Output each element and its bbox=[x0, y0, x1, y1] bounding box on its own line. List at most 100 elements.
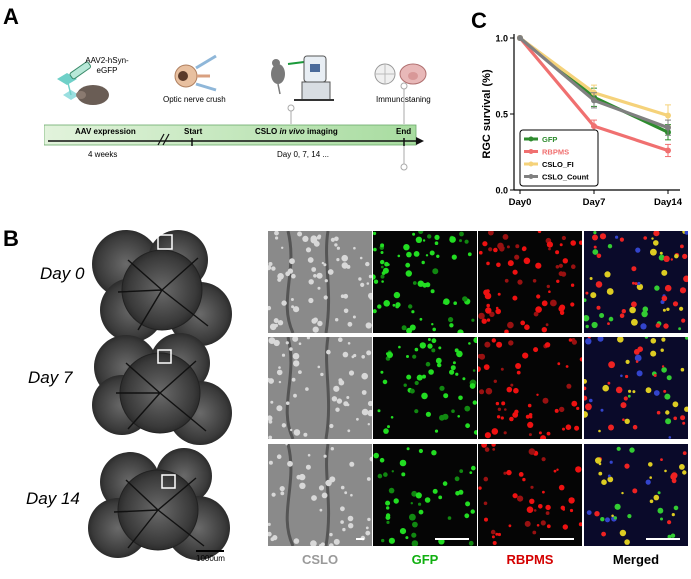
cell bbox=[346, 396, 350, 399]
cell bbox=[634, 282, 638, 286]
cell bbox=[447, 516, 452, 520]
cell bbox=[439, 385, 445, 391]
cell bbox=[684, 406, 688, 412]
cell bbox=[595, 457, 602, 464]
cell bbox=[334, 236, 339, 242]
cell bbox=[540, 520, 546, 526]
cell bbox=[545, 323, 549, 327]
cell bbox=[385, 500, 391, 506]
cell bbox=[661, 337, 666, 342]
cell bbox=[584, 298, 587, 302]
survival-chart: 0.0 0.5 1.0 Day0 Day7 Day14 RGC survival (%) GF… bbox=[481, 34, 683, 209]
cell bbox=[324, 279, 328, 283]
cell bbox=[673, 505, 679, 511]
cell bbox=[293, 306, 300, 313]
cell bbox=[399, 528, 407, 535]
cell bbox=[348, 370, 355, 376]
cell bbox=[507, 321, 514, 329]
cell bbox=[621, 309, 626, 314]
cell bbox=[632, 424, 638, 430]
cell bbox=[627, 514, 632, 519]
y-tick-label: 0.5 bbox=[495, 110, 508, 120]
fundus-mosaic-day7 bbox=[92, 333, 232, 445]
cell bbox=[388, 487, 395, 494]
x-tick-label: Day7 bbox=[583, 197, 606, 208]
cell bbox=[486, 303, 490, 308]
cell bbox=[496, 415, 501, 419]
cell bbox=[585, 291, 589, 295]
cell bbox=[650, 248, 657, 256]
cell bbox=[457, 415, 460, 418]
cell bbox=[491, 338, 496, 343]
timeline-markers bbox=[287, 82, 408, 171]
cell bbox=[661, 365, 665, 368]
cell bbox=[455, 372, 459, 376]
cell bbox=[624, 539, 630, 545]
cell bbox=[289, 347, 293, 351]
cell bbox=[585, 324, 589, 329]
cell bbox=[495, 401, 500, 406]
cell bbox=[663, 255, 670, 262]
cell bbox=[425, 254, 429, 257]
data-point-RBPMS bbox=[665, 147, 671, 154]
cell bbox=[434, 234, 440, 240]
cell bbox=[607, 322, 610, 325]
cell bbox=[478, 354, 483, 359]
cell bbox=[481, 444, 487, 448]
cell bbox=[377, 304, 382, 309]
cell bbox=[335, 407, 340, 412]
cell bbox=[661, 295, 668, 302]
cell bbox=[310, 235, 318, 242]
cell bbox=[268, 522, 271, 526]
cell bbox=[684, 231, 688, 235]
cell bbox=[430, 289, 435, 294]
cell bbox=[380, 370, 384, 374]
cell bbox=[432, 488, 438, 494]
cell bbox=[401, 472, 406, 477]
cell bbox=[556, 279, 560, 283]
cell bbox=[323, 454, 327, 458]
cell bbox=[632, 281, 635, 285]
cell bbox=[272, 535, 278, 541]
cell bbox=[513, 387, 519, 394]
immunostaining-label: Immunostaning bbox=[376, 95, 431, 104]
cell bbox=[585, 338, 592, 345]
cell bbox=[508, 524, 512, 528]
cell bbox=[458, 395, 463, 401]
cell bbox=[665, 418, 672, 425]
cell bbox=[662, 308, 666, 312]
cell bbox=[535, 306, 542, 313]
cell bbox=[631, 266, 637, 272]
cell bbox=[657, 491, 661, 495]
cell bbox=[674, 254, 679, 259]
cell bbox=[600, 517, 605, 522]
data-point-CSLO_Count bbox=[591, 97, 597, 104]
cell bbox=[607, 244, 613, 249]
cell bbox=[523, 257, 531, 265]
cell bbox=[664, 393, 671, 400]
cell bbox=[299, 473, 306, 481]
cell bbox=[386, 520, 390, 524]
cell bbox=[296, 474, 301, 480]
cell bbox=[561, 271, 567, 277]
fundus-mosaic-day0 bbox=[92, 230, 232, 346]
cell bbox=[596, 305, 601, 310]
cell bbox=[542, 490, 545, 494]
cell bbox=[281, 353, 286, 357]
cell bbox=[562, 524, 568, 530]
tile-merged-row2 bbox=[584, 444, 688, 546]
cell bbox=[361, 355, 365, 359]
cell bbox=[535, 262, 542, 269]
cell bbox=[500, 416, 504, 420]
cell bbox=[666, 307, 670, 311]
cell bbox=[632, 488, 638, 494]
cell bbox=[318, 485, 325, 491]
cell bbox=[303, 432, 308, 437]
cell bbox=[464, 239, 469, 244]
cell bbox=[668, 436, 672, 439]
cell bbox=[381, 271, 386, 275]
cell bbox=[427, 234, 432, 239]
cell bbox=[492, 541, 497, 545]
optic-nerve-crush-illustration bbox=[174, 54, 217, 92]
cell bbox=[525, 414, 530, 419]
